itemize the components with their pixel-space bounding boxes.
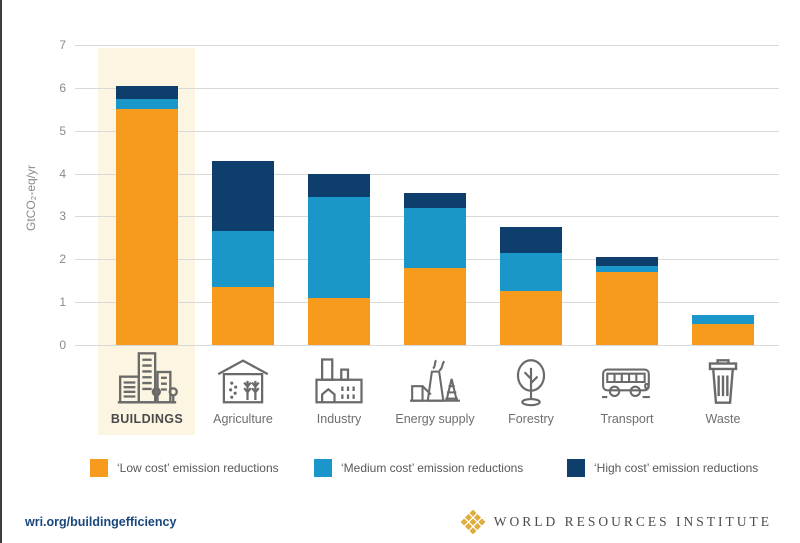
bar-segment-high — [500, 227, 562, 253]
bar-segment-low — [212, 287, 274, 345]
bar-segment-low — [596, 272, 658, 345]
bar-segment-medium — [500, 252, 562, 292]
buildings-bar — [116, 85, 178, 345]
category-label: Forestry — [508, 412, 554, 426]
waste-icon — [696, 357, 750, 407]
bar-segment-high — [116, 85, 178, 99]
legend-item: ‘Medium cost’ emission reductions — [314, 459, 523, 477]
gridline — [75, 345, 779, 346]
transport-bar — [596, 257, 658, 345]
legend-swatch — [90, 459, 108, 477]
forestry-bar — [500, 227, 562, 345]
y-tick-label: 2 — [59, 252, 66, 267]
bar-segment-low — [308, 297, 370, 345]
y-tick-label: 6 — [59, 80, 66, 95]
bar-segment-medium — [116, 98, 178, 110]
brand-name: WORLD RESOURCES INSTITUTE — [493, 514, 772, 529]
y-tick-label: 5 — [59, 123, 66, 138]
energy-supply-icon — [408, 357, 462, 407]
energy-supply-bar — [404, 192, 466, 345]
category-label: BUILDINGS — [110, 412, 184, 426]
y-tick-label: 0 — [59, 338, 66, 352]
wri-link[interactable]: wri.org/buildingefficiency — [25, 515, 177, 529]
bar-segment-high — [308, 173, 370, 198]
legend-swatch — [314, 459, 332, 477]
gridline — [75, 130, 779, 132]
bar-segment-medium — [404, 207, 466, 268]
agriculture-icon — [216, 357, 270, 407]
transport-icon — [600, 357, 654, 407]
bar-segment-medium — [596, 265, 658, 273]
wri-logo-icon — [460, 510, 485, 534]
legend-label: ‘Low cost’ emission reductions — [117, 461, 279, 475]
category-label: Agriculture — [213, 412, 273, 426]
gridline — [75, 45, 779, 46]
category-label: Industry — [316, 412, 362, 426]
y-tick-label: 1 — [59, 295, 66, 310]
legend-item: ‘Low cost’ emission reductions — [90, 459, 279, 477]
bar-segment-low — [692, 323, 754, 345]
gridline — [75, 173, 779, 175]
category-label: Energy supply — [395, 412, 475, 426]
legend-swatch — [567, 459, 585, 477]
category-label: Waste — [705, 412, 741, 426]
legend-item: ‘High cost’ emission reductions — [567, 459, 758, 477]
forestry-icon — [504, 357, 558, 407]
gridline — [75, 87, 779, 89]
legend-label: ‘Medium cost’ emission reductions — [341, 461, 524, 475]
category-label: Transport — [600, 412, 654, 426]
bar-segment-medium — [308, 197, 370, 298]
y-tick-label: 7 — [59, 38, 66, 52]
legend-label: ‘High cost’ emission reductions — [594, 461, 759, 475]
y-tick-label: 4 — [59, 166, 66, 181]
brand: WORLD RESOURCES INSTITUTE — [460, 510, 772, 534]
bar-segment-low — [404, 267, 466, 345]
industry-icon — [312, 357, 366, 407]
bar-segment-low — [500, 291, 562, 345]
waste-bar — [692, 315, 754, 345]
industry-bar — [308, 173, 370, 345]
y-tick-label: 3 — [59, 209, 66, 224]
bar-segment-high — [404, 192, 466, 208]
bar-segment-low — [116, 109, 178, 345]
buildings-icon — [116, 351, 178, 407]
agriculture-bar — [212, 160, 274, 345]
bar-segment-medium — [692, 315, 754, 324]
bar-segment-high — [596, 257, 658, 266]
bar-segment-high — [212, 160, 274, 232]
bar-segment-medium — [212, 231, 274, 288]
